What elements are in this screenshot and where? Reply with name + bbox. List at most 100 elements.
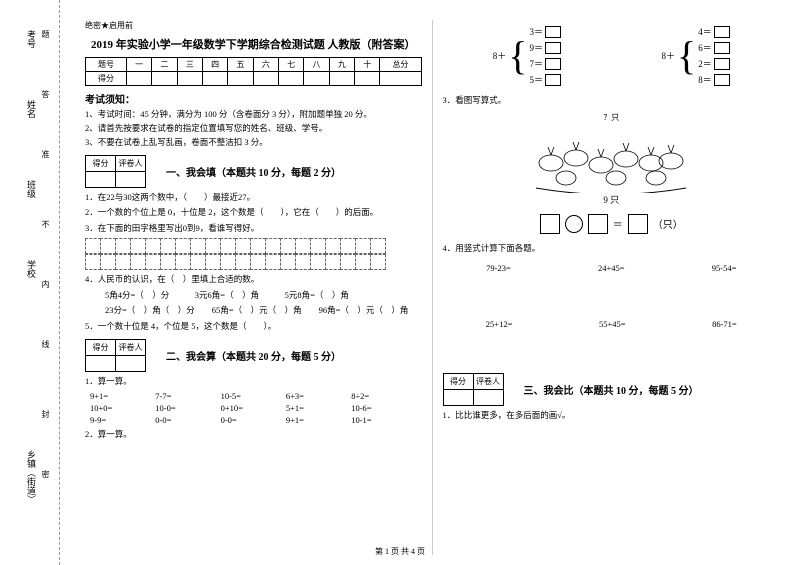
grid-cell[interactable] <box>340 238 356 254</box>
grid-cell[interactable] <box>160 238 176 254</box>
score-cell[interactable] <box>279 72 304 86</box>
calc-item: 86-71= <box>712 319 737 329</box>
score-cell[interactable] <box>355 72 380 86</box>
shape-equation: ＝ （只） <box>443 214 781 234</box>
score-cell[interactable] <box>228 72 253 86</box>
reviewer-cell[interactable] <box>116 171 146 187</box>
score-cell[interactable] <box>304 72 329 86</box>
score-header: 八 <box>304 58 329 72</box>
grid-cell[interactable] <box>355 254 371 270</box>
answer-box[interactable] <box>714 74 730 86</box>
notice-item: 1、考试时间：45 分钟，满分为 100 分（含卷面分 3 分），附加题单独 2… <box>85 109 422 121</box>
score-cell[interactable] <box>152 72 177 86</box>
eq-text: 6＝ <box>698 41 712 54</box>
grid-cell[interactable] <box>100 254 116 270</box>
grid-cell[interactable] <box>190 254 206 270</box>
question-item: 5．一个数十位是 4，个位是 5，这个数是（ ）。 <box>85 320 422 333</box>
eq-line: 5＝ <box>529 73 561 86</box>
calc-item: 95-54= <box>712 263 737 273</box>
count-label: 9 只 <box>443 193 781 206</box>
calc-item: 25+12= <box>486 319 513 329</box>
grid-cell[interactable] <box>370 254 386 270</box>
grid-cell[interactable] <box>115 238 131 254</box>
reviewer-label: 评卷人 <box>116 155 146 171</box>
grid-cell[interactable] <box>280 254 296 270</box>
binding-label: 考号 <box>25 30 38 48</box>
brace-icon: { <box>508 40 527 72</box>
score-cell[interactable] <box>86 171 116 187</box>
reviewer-label: 评卷人 <box>116 339 146 355</box>
eq-text: 8＝ <box>698 73 712 86</box>
grid-cell[interactable] <box>250 254 266 270</box>
eq-text: 2＝ <box>698 57 712 70</box>
reviewer-cell[interactable] <box>473 389 503 405</box>
work-space[interactable] <box>443 281 781 311</box>
notice-item: 3、不要在试卷上乱写乱画，卷面不整洁扣 3 分。 <box>85 137 422 149</box>
grid-cell[interactable] <box>205 238 221 254</box>
grid-cell[interactable] <box>175 238 191 254</box>
score-cell[interactable] <box>177 72 202 86</box>
score-cell[interactable] <box>253 72 278 86</box>
reviewer-cell[interactable] <box>116 355 146 371</box>
work-space[interactable] <box>443 337 781 367</box>
grid-cell[interactable] <box>130 238 146 254</box>
side-char: 密 <box>40 470 51 478</box>
grid-cell[interactable] <box>325 238 341 254</box>
grid-cell[interactable] <box>115 254 131 270</box>
circle-box[interactable] <box>565 215 583 233</box>
answer-box[interactable] <box>545 42 561 54</box>
grid-cell[interactable] <box>160 254 176 270</box>
question-label: 4．用竖式计算下面各题。 <box>443 242 781 255</box>
calc-item: 10+0= <box>90 403 155 413</box>
square-box[interactable] <box>628 214 648 234</box>
score-label: 得分 <box>443 373 473 389</box>
grid-cell[interactable] <box>265 238 281 254</box>
score-cell[interactable] <box>126 72 151 86</box>
grid-cell[interactable] <box>100 238 116 254</box>
answer-box[interactable] <box>545 58 561 70</box>
square-box[interactable] <box>588 214 608 234</box>
score-cell[interactable] <box>202 72 227 86</box>
square-box[interactable] <box>540 214 560 234</box>
grid-cell[interactable] <box>310 238 326 254</box>
grid-cell[interactable] <box>145 238 161 254</box>
eq-text: 4＝ <box>698 25 712 38</box>
calc-item: 9-9= <box>90 415 155 425</box>
grid-cell[interactable] <box>295 254 311 270</box>
grid-cell[interactable] <box>370 238 386 254</box>
grid-cell[interactable] <box>325 254 341 270</box>
answer-box[interactable] <box>545 74 561 86</box>
answer-box[interactable] <box>714 42 730 54</box>
eq-text: 7＝ <box>529 57 543 70</box>
answer-box[interactable] <box>714 26 730 38</box>
grid-cell[interactable] <box>235 254 251 270</box>
grid-cell[interactable] <box>220 254 236 270</box>
grid-cell[interactable] <box>310 254 326 270</box>
grid-cell[interactable] <box>355 238 371 254</box>
grid-cell[interactable] <box>340 254 356 270</box>
score-cell[interactable] <box>443 389 473 405</box>
score-label: 得分 <box>86 339 116 355</box>
score-cell[interactable] <box>329 72 354 86</box>
grid-cell[interactable] <box>130 254 146 270</box>
grid-cell[interactable] <box>85 238 101 254</box>
answer-box[interactable] <box>714 58 730 70</box>
grid-cell[interactable] <box>220 238 236 254</box>
grid-cell[interactable] <box>295 238 311 254</box>
grid-cell[interactable] <box>265 254 281 270</box>
grid-cell[interactable] <box>280 238 296 254</box>
grid-cell[interactable] <box>145 254 161 270</box>
score-cell[interactable] <box>86 355 116 371</box>
grid-cell[interactable] <box>235 238 251 254</box>
calc-item: 24+45= <box>598 263 625 273</box>
calc-item: 6+3= <box>286 391 351 401</box>
score-cell[interactable] <box>380 72 421 86</box>
grid-cell[interactable] <box>85 254 101 270</box>
grid-cell[interactable] <box>175 254 191 270</box>
calc-item: 9+1= <box>90 391 155 401</box>
grid-cell[interactable] <box>250 238 266 254</box>
grid-cell[interactable] <box>205 254 221 270</box>
grid-cell[interactable] <box>190 238 206 254</box>
side-char: 准 <box>40 150 51 158</box>
answer-box[interactable] <box>545 26 561 38</box>
